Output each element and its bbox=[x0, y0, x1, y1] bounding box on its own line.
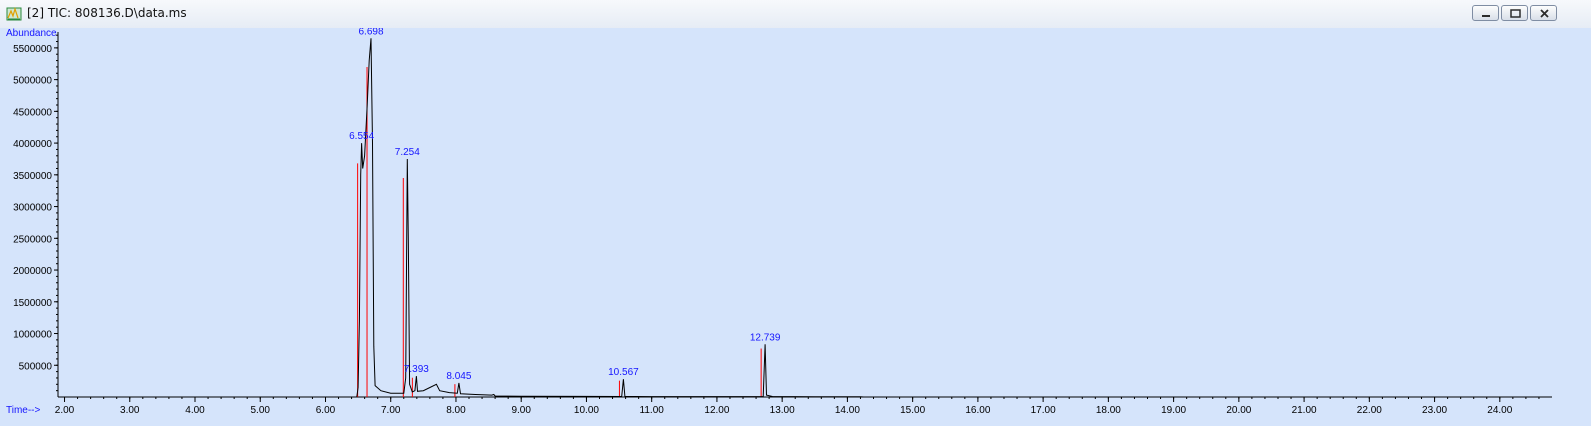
x-tick-label: 24.00 bbox=[1487, 405, 1512, 416]
y-tick-label: 1500000 bbox=[13, 298, 52, 309]
x-tick-label: 16.00 bbox=[965, 405, 990, 416]
y-tick-label: 2000000 bbox=[13, 266, 52, 277]
minimize-icon bbox=[1482, 15, 1490, 17]
y-tick-label: 5000000 bbox=[13, 76, 52, 87]
y-tick-label: 5500000 bbox=[13, 44, 52, 55]
x-tick-label: 3.00 bbox=[120, 405, 140, 416]
x-tick-label: 14.00 bbox=[835, 405, 860, 416]
peak-label[interactable]: 7.254 bbox=[395, 147, 420, 158]
peak-label[interactable]: 6.554 bbox=[349, 131, 374, 142]
x-tick-label: 7.00 bbox=[381, 405, 401, 416]
peak-label[interactable]: 12.739 bbox=[750, 332, 781, 343]
x-tick-label: 11.00 bbox=[640, 405, 665, 416]
close-icon bbox=[1540, 9, 1549, 18]
y-tick-label: 3000000 bbox=[13, 203, 52, 214]
y-tick-label: 3500000 bbox=[13, 171, 52, 182]
y-tick-label: 4000000 bbox=[13, 139, 52, 150]
x-tick-label: 18.00 bbox=[1096, 405, 1121, 416]
x-tick-label: 12.00 bbox=[704, 405, 729, 416]
x-tick-label: 9.00 bbox=[511, 405, 531, 416]
window-titlebar[interactable]: [2] TIC: 808136.D\data.ms bbox=[0, 0, 1591, 29]
x-tick-label: 4.00 bbox=[185, 405, 205, 416]
peak-label[interactable]: 8.045 bbox=[446, 371, 471, 382]
y-tick-label: 2500000 bbox=[13, 234, 52, 245]
minimize-button[interactable] bbox=[1472, 5, 1499, 21]
x-tick-label: 5.00 bbox=[251, 405, 271, 416]
chromatogram-plot-area[interactable]: 500000 1000000 1500000 2000000 2500000 300000… bbox=[0, 28, 1591, 426]
peak-label[interactable]: 6.698 bbox=[359, 28, 384, 37]
x-tick-label: 21.00 bbox=[1292, 405, 1317, 416]
y-tick-label: 500000 bbox=[19, 361, 53, 372]
restore-button[interactable] bbox=[1501, 5, 1528, 21]
window-title: [2] TIC: 808136.D\data.ms bbox=[27, 6, 187, 20]
x-tick-label: 8.00 bbox=[446, 405, 466, 416]
x-tick-label: 20.00 bbox=[1226, 405, 1251, 416]
tic-trace-line[interactable] bbox=[58, 38, 1552, 398]
peak-label[interactable]: 10.567 bbox=[608, 367, 639, 378]
y-tick-label: 1000000 bbox=[13, 330, 52, 341]
x-tick-label: 10.00 bbox=[574, 405, 599, 416]
x-tick-label: 22.00 bbox=[1357, 405, 1382, 416]
peak-label[interactable]: 7.393 bbox=[404, 364, 429, 375]
x-tick-label: 6.00 bbox=[316, 405, 336, 416]
x-tick-label: 2.00 bbox=[55, 405, 75, 416]
y-tick-label: 4500000 bbox=[13, 107, 52, 118]
chromatogram-app-icon bbox=[6, 6, 22, 21]
x-tick-label: 13.00 bbox=[770, 405, 795, 416]
close-button[interactable] bbox=[1530, 5, 1557, 21]
restore-icon bbox=[1510, 9, 1521, 18]
x-tick-label: 15.00 bbox=[900, 405, 925, 416]
x-tick-label: 23.00 bbox=[1422, 405, 1447, 416]
x-axis-title: Time--> bbox=[6, 405, 41, 416]
x-tick-label: 17.00 bbox=[1031, 405, 1056, 416]
x-tick-label: 19.00 bbox=[1161, 405, 1186, 416]
y-axis-title: Abundance bbox=[6, 28, 57, 39]
chromatogram-chart[interactable]: 500000 1000000 1500000 2000000 2500000 300000… bbox=[0, 28, 1591, 426]
